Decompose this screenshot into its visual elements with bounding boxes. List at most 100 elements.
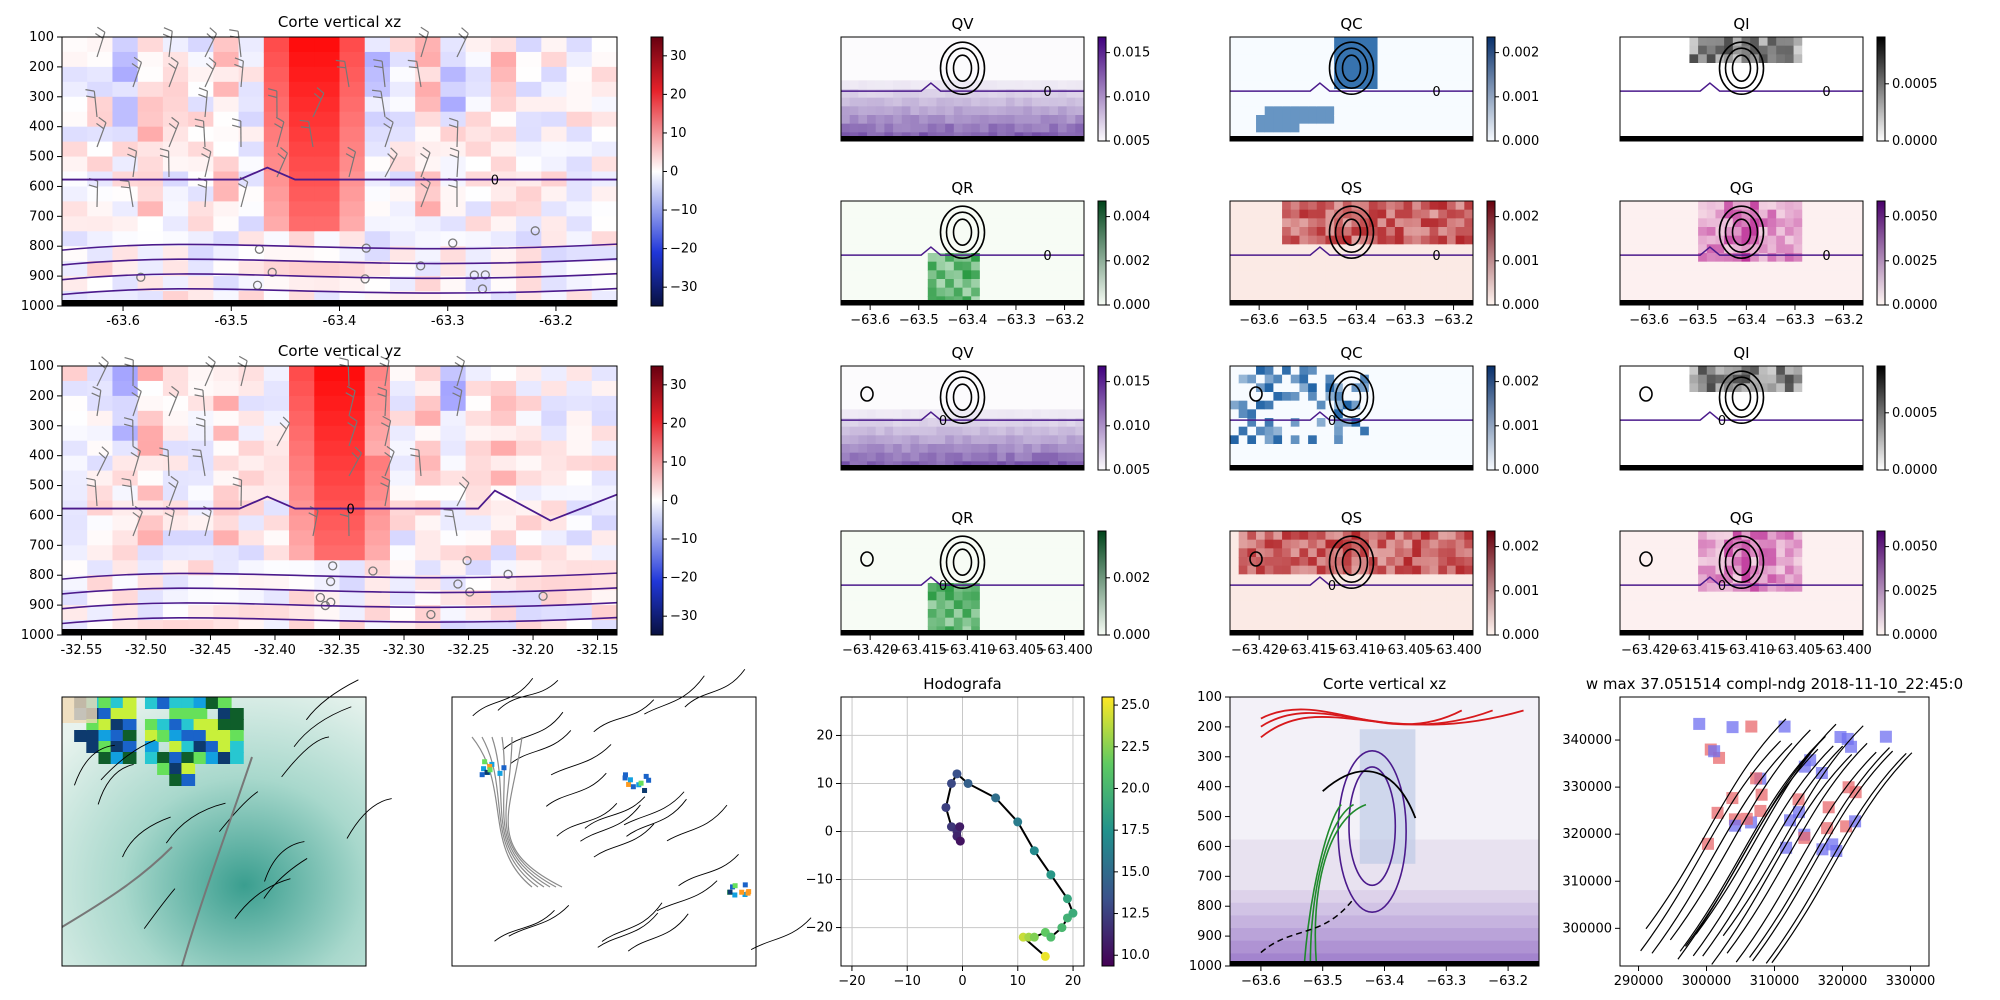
heatmap-cell bbox=[1247, 97, 1257, 107]
heatmap-cell bbox=[1230, 392, 1240, 402]
colorbar-tick-label: 0.0005 bbox=[1892, 77, 1938, 92]
heatmap-cell bbox=[1724, 115, 1734, 125]
heatmap-cell bbox=[1316, 201, 1326, 211]
heatmap-cell bbox=[1005, 565, 1016, 575]
heatmap-cell bbox=[1290, 583, 1300, 593]
heatmap-cell bbox=[1386, 227, 1396, 237]
heatmap-cell bbox=[389, 455, 416, 472]
heatmap-cell bbox=[1238, 557, 1248, 567]
heatmap-cell bbox=[1075, 531, 1085, 541]
heatmap-cell bbox=[1325, 97, 1335, 107]
heatmap-cell bbox=[1420, 89, 1431, 99]
heatmap-cell bbox=[1836, 392, 1847, 402]
heatmap-cell bbox=[849, 209, 859, 219]
heatmap-cell bbox=[1438, 435, 1448, 445]
heatmap-cell bbox=[415, 261, 442, 277]
heatmap-cell bbox=[1429, 435, 1439, 445]
heatmap-cell bbox=[1689, 383, 1699, 393]
heatmap-cell bbox=[1282, 574, 1292, 584]
heatmap-cell bbox=[1264, 400, 1274, 410]
heatmap-cell bbox=[901, 548, 911, 558]
heatmap-cell bbox=[1247, 227, 1257, 237]
wind-barb-flag bbox=[234, 57, 244, 62]
heatmap-cell bbox=[1230, 115, 1240, 125]
heatmap-cell bbox=[1282, 452, 1292, 462]
heatmap-cell bbox=[1342, 201, 1352, 211]
heatmap-cell bbox=[1282, 115, 1292, 125]
heatmap-cell bbox=[910, 435, 920, 445]
heatmap-cell bbox=[927, 115, 937, 125]
heatmap-cell bbox=[1750, 37, 1760, 47]
heatmap-cell bbox=[997, 392, 1007, 402]
heatmap-cell bbox=[867, 400, 877, 410]
heatmap-cell bbox=[858, 37, 868, 47]
heatmap-cell bbox=[1308, 444, 1318, 454]
wind-barb bbox=[384, 390, 388, 417]
colorbar-tick-label: 30 bbox=[670, 378, 687, 393]
heatmap-cell bbox=[1836, 253, 1847, 263]
heatmap-cell bbox=[516, 560, 542, 576]
heatmap-cell bbox=[1446, 261, 1457, 271]
heatmap-cell bbox=[1741, 279, 1751, 289]
heatmap-cell bbox=[1005, 548, 1016, 558]
heatmap-cell bbox=[1620, 287, 1630, 297]
heatmap-cell bbox=[1290, 201, 1300, 211]
heatmap-cell bbox=[1049, 218, 1059, 228]
heatmap-cell bbox=[1663, 123, 1673, 133]
heatmap-cell bbox=[1680, 452, 1690, 462]
heatmap-cell bbox=[910, 392, 920, 402]
wind-barb bbox=[344, 61, 350, 88]
calm-marker bbox=[267, 267, 277, 277]
heatmap-cell bbox=[919, 227, 929, 237]
heatmap-cell bbox=[1005, 227, 1016, 237]
heatmap-cell bbox=[1663, 115, 1673, 125]
heatmap-cell bbox=[1654, 97, 1664, 107]
heatmap-cell bbox=[927, 106, 937, 116]
heatmap-cell bbox=[389, 440, 416, 457]
heatmap-cell bbox=[566, 380, 593, 397]
heatmap-cell bbox=[867, 80, 877, 90]
heatmap-cell bbox=[238, 51, 265, 68]
w-contour bbox=[939, 535, 986, 590]
heatmap-cell bbox=[1023, 209, 1033, 219]
heatmap-cell bbox=[1680, 418, 1690, 428]
heatmap-cell bbox=[875, 244, 885, 254]
colorbar-tick-label: 0.002 bbox=[1113, 571, 1150, 586]
heatmap-cell bbox=[1741, 37, 1751, 47]
heatmap-cell bbox=[1663, 270, 1673, 280]
heatmap-cell bbox=[1334, 279, 1344, 289]
heatmap-cell bbox=[936, 244, 946, 254]
heatmap-cell bbox=[1767, 218, 1777, 228]
heatmap-cell bbox=[867, 435, 877, 445]
heatmap-cell bbox=[137, 366, 164, 382]
heatmap-cell bbox=[1360, 609, 1370, 619]
heatmap-cell bbox=[1776, 418, 1786, 428]
heatmap-cell bbox=[1264, 279, 1274, 289]
heatmap-cell bbox=[1810, 426, 1821, 436]
heatmap-cell bbox=[1628, 209, 1638, 219]
heatmap-cell bbox=[1845, 400, 1855, 410]
heatmap-cell bbox=[364, 96, 391, 113]
heatmap-cell bbox=[289, 276, 315, 292]
wind-barb-flag bbox=[383, 122, 392, 129]
heatmap-cell bbox=[1316, 253, 1326, 263]
heatmap-cell bbox=[1230, 97, 1240, 107]
heatmap-cell bbox=[1247, 89, 1257, 99]
wind-barb bbox=[168, 510, 175, 537]
heatmap-cell bbox=[1854, 392, 1864, 402]
heatmap-cell bbox=[1040, 600, 1050, 610]
heatmap-cell bbox=[953, 227, 963, 237]
heatmap-cell bbox=[849, 279, 859, 289]
heatmap-cell bbox=[997, 209, 1007, 219]
heatmap-cell bbox=[490, 156, 517, 173]
wind-barb-flag bbox=[409, 447, 419, 451]
heatmap-cell bbox=[1238, 218, 1248, 228]
heatmap-cell bbox=[893, 531, 903, 541]
heatmap-cell bbox=[1828, 392, 1838, 402]
heatmap-cell bbox=[910, 287, 920, 297]
heatmap-cell bbox=[1672, 426, 1682, 436]
heatmap-cell bbox=[213, 470, 240, 487]
heatmap-cell bbox=[1394, 63, 1405, 73]
heatmap-cell bbox=[901, 600, 911, 610]
heatmap-cell bbox=[858, 557, 868, 567]
